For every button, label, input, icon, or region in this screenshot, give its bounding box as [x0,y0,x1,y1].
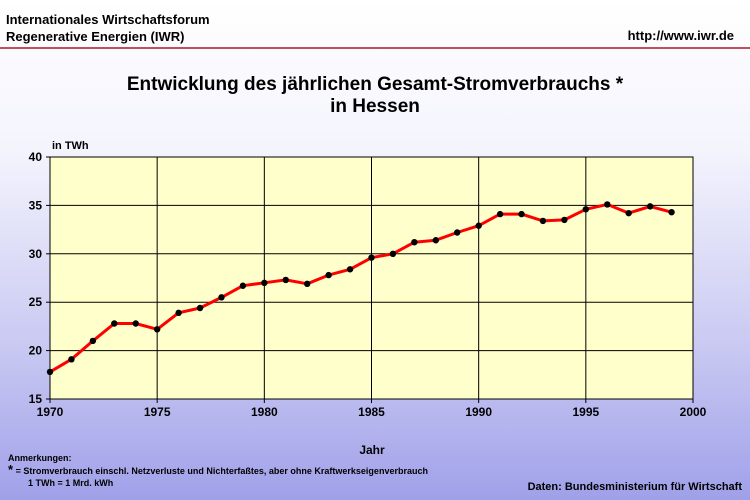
x-tick-label: 1995 [572,405,599,419]
grid-lines [46,156,694,403]
x-tick-label: 1970 [37,405,64,419]
data-point [346,266,354,273]
chart-title: Entwicklung des jährlichen Gesamt-Stromv… [126,74,624,95]
data-point [261,279,268,287]
data-point [604,201,611,208]
data-point [454,229,461,236]
data-point [368,254,375,261]
org-name-line1: Internationales Wirtschaftsforum [6,12,210,27]
header-organization: Internationales Wirtschaftsforum Regener… [6,11,210,45]
data-point [582,206,590,213]
header-url: http://www.iwr.de [627,28,734,43]
notes-line2: 1 TWh = 1 Mrd. kWh [28,478,114,488]
data-points [46,201,675,376]
y-axis-label: in TWh [52,140,89,152]
x-tick-label: 1975 [144,405,171,419]
data-point [239,282,247,289]
data-point [539,217,547,225]
data-point [561,216,568,224]
data-point [432,237,439,244]
data-point [668,208,675,216]
data-point [304,280,311,288]
data-point [646,203,654,210]
footnote-star: * [8,462,14,477]
data-point [282,276,289,284]
data-point [196,304,204,312]
data-point [89,337,97,345]
x-tick-label: 1990 [465,405,492,419]
chart-subtitle: in Hessen [330,96,420,117]
data-point [496,210,504,218]
tick-labels: 15 20 25 30 35 40 1970 1975 1980 1985 1990 1995 2000 [29,150,707,419]
x-tick-label: 2000 [680,405,707,419]
y-tick-label: 35 [29,198,43,212]
data-point [111,320,118,327]
notes-line1: * = Stromverbrauch einschl. Netzverluste… [8,462,428,477]
notes-line1-text: = Stromverbrauch einschl. Netzverluste u… [15,466,428,476]
footnotes: Anmerkungen: * = Stromverbrauch einschl.… [8,452,428,489]
y-tick-label: 20 [29,344,43,358]
org-name-line2: Regenerative Energien (IWR) [6,29,185,44]
data-point [475,222,482,229]
data-point [153,326,161,333]
data-point [389,250,397,257]
data-point [46,368,54,376]
series-line [49,202,672,374]
data-source: Daten: Bundesministerium für Wirtschaft [527,481,742,493]
data-point [411,238,418,246]
y-tick-label: 15 [29,392,43,406]
x-tick-label: 1980 [251,405,278,419]
data-point [132,320,139,327]
x-tick-label: 1985 [358,405,385,419]
data-point [625,209,632,217]
x-axis-label: Jahr [359,443,385,457]
data-point [68,356,75,363]
notes-heading: Anmerkungen: [8,453,72,463]
y-tick-label: 40 [29,150,43,164]
data-point [325,271,332,279]
y-tick-label: 30 [29,247,43,261]
y-tick-label: 25 [29,295,43,309]
header-divider [0,47,750,49]
data-point [175,309,182,317]
data-point [218,294,225,301]
data-point [518,210,525,218]
